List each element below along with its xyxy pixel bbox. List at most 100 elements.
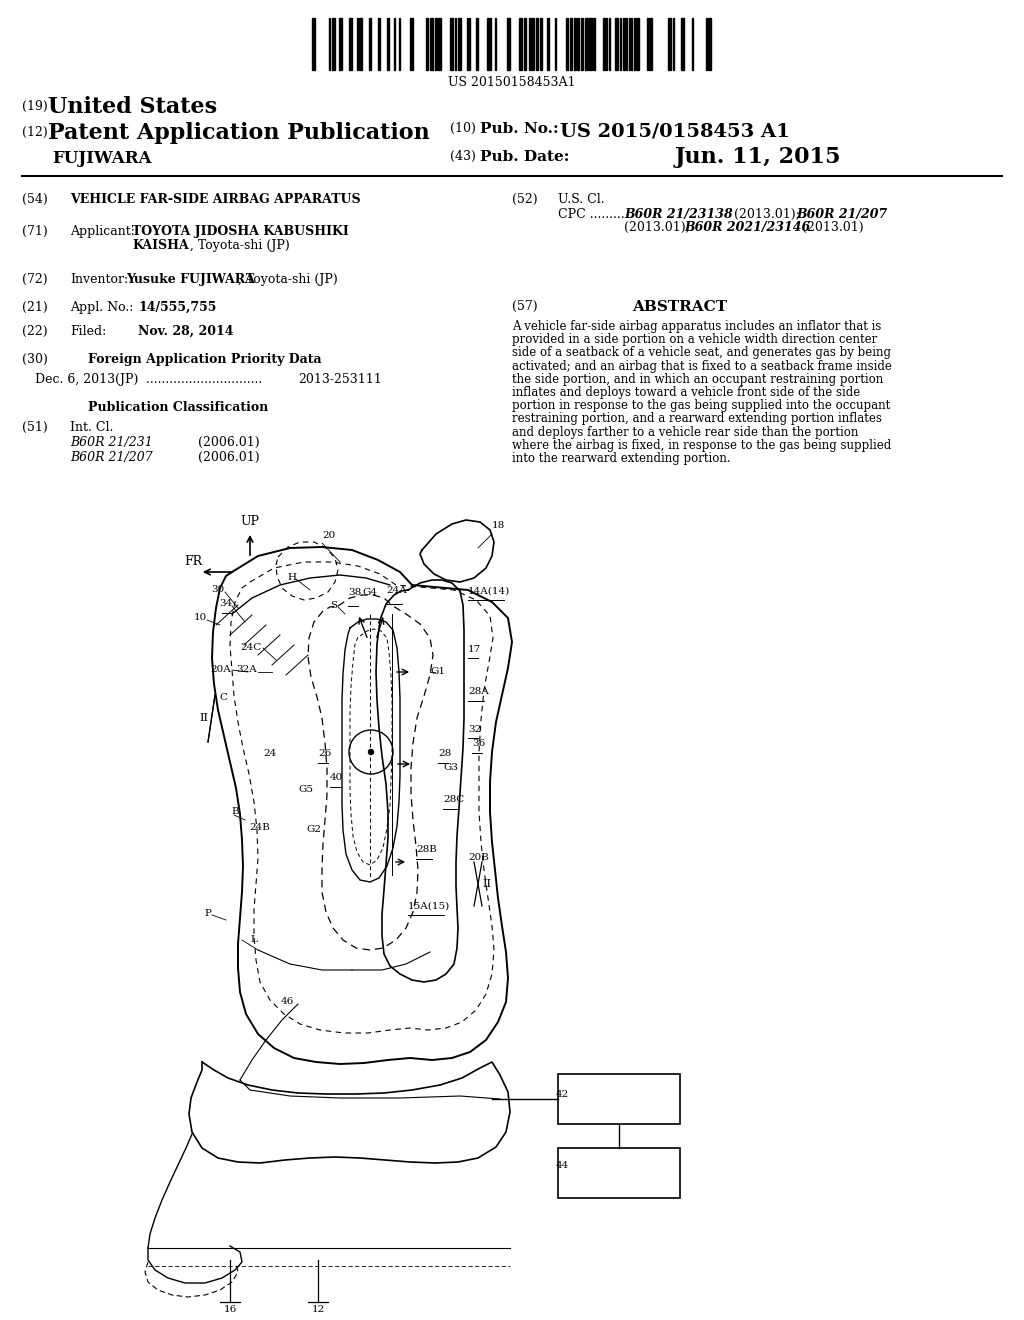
Bar [529,18,531,70]
Text: B60R 21/23138: B60R 21/23138 [624,209,733,220]
Text: 28: 28 [438,750,452,759]
Bar [458,18,461,70]
Text: Int. Cl.: Int. Cl. [70,421,114,434]
Text: 28A: 28A [468,688,488,697]
Text: (12): (12) [22,125,48,139]
Text: (JP): (JP) [115,374,138,385]
Bar [450,18,453,70]
Text: L: L [250,935,257,944]
Text: Appl. No.:: Appl. No.: [70,301,133,314]
Text: (19): (19) [22,100,48,114]
Text: 20: 20 [322,531,335,540]
Text: (2013.01);: (2013.01); [624,220,690,234]
Bar [574,18,575,70]
Text: B60R 21/207: B60R 21/207 [796,209,887,220]
Bar [339,18,342,70]
Text: 24A: 24A [386,586,407,595]
Text: TOYOTA JIDOSHA KABUSHIKI: TOYOTA JIDOSHA KABUSHIKI [132,224,349,238]
Text: FR: FR [184,554,202,568]
Text: Yusuke FUJIWARA: Yusuke FUJIWARA [126,273,255,286]
Bar [649,18,652,70]
Bar [359,18,362,70]
Bar [570,18,572,70]
Text: where the airbag is fixed, in response to the gas being supplied: where the airbag is fixed, in response t… [512,438,891,451]
Text: inflates and deploys toward a vehicle front side of the side: inflates and deploys toward a vehicle fr… [512,385,860,399]
Text: Jun. 11, 2015: Jun. 11, 2015 [675,147,842,168]
Text: portion in response to the gas being supplied into the occupant: portion in response to the gas being sup… [512,399,890,412]
Text: Pub. Date:: Pub. Date: [480,150,569,164]
Text: 18: 18 [492,521,505,531]
Text: ABSTRACT: ABSTRACT [632,300,727,314]
Text: (51): (51) [22,421,48,434]
Text: activated; and an airbag that is fixed to a seatback frame inside: activated; and an airbag that is fixed t… [512,359,892,372]
Text: 46: 46 [281,997,294,1006]
Bar [636,18,639,70]
Bar [519,18,522,70]
Text: H: H [287,573,296,582]
Bar [577,18,579,70]
Bar [581,18,583,70]
Bar [487,18,489,70]
Bar [623,18,625,70]
Bar [708,18,711,70]
Text: G4: G4 [362,587,377,597]
Text: KAISHA: KAISHA [132,239,188,252]
Text: restraining portion, and a rearward extending portion inflates: restraining portion, and a rearward exte… [512,412,882,425]
Bar [430,18,433,70]
Circle shape [369,750,374,755]
Text: (30): (30) [22,352,48,366]
Text: B60R 21/207: B60R 21/207 [70,451,153,465]
Bar [540,18,542,70]
Text: Pub. No.:: Pub. No.: [480,121,559,136]
Bar [438,18,441,70]
Text: G1: G1 [430,667,445,676]
Bar [378,18,380,70]
Text: VEHICLE FAR-SIDE AIRBAG APPARATUS: VEHICLE FAR-SIDE AIRBAG APPARATUS [70,193,360,206]
Text: 15A(15): 15A(15) [408,902,451,911]
Text: US 20150158453A1: US 20150158453A1 [449,77,575,88]
Text: II: II [199,713,208,723]
Text: 32: 32 [468,725,481,734]
Text: ..............................: .............................. [142,374,262,385]
Text: 12: 12 [311,1305,325,1313]
Text: UP: UP [241,515,259,528]
Text: (2013.01): (2013.01) [802,220,863,234]
Text: CPC .........: CPC ......... [558,209,625,220]
Text: (2006.01): (2006.01) [198,436,260,449]
Text: 20B: 20B [468,854,488,862]
Text: FUJIWARA: FUJIWARA [52,150,152,168]
Text: (57): (57) [512,300,538,313]
Text: (54): (54) [22,193,48,206]
Text: 32A: 32A [237,664,257,673]
Text: Foreign Application Priority Data: Foreign Application Priority Data [88,352,322,366]
Text: Filed:: Filed: [70,325,106,338]
Text: B: B [231,808,239,817]
Bar [681,18,684,70]
Text: A vehicle far-side airbag apparatus includes an inflator that is: A vehicle far-side airbag apparatus incl… [512,319,882,333]
Bar [558,1148,680,1199]
Text: G2: G2 [306,825,321,833]
Bar [558,1074,680,1125]
Text: (71): (71) [22,224,48,238]
Text: into the rearward extending portion.: into the rearward extending portion. [512,451,731,465]
Text: 42: 42 [556,1090,569,1100]
Text: G5: G5 [298,785,313,795]
Bar [603,18,605,70]
Text: 24C: 24C [241,643,262,652]
Bar [524,18,526,70]
Text: 38: 38 [348,587,361,597]
Text: G3: G3 [443,763,458,772]
Bar [426,18,428,70]
Text: Patent Application Publication: Patent Application Publication [48,121,430,144]
Text: 24: 24 [264,750,278,759]
Bar [593,18,595,70]
Bar [369,18,371,70]
Bar [507,18,510,70]
Text: II: II [482,879,490,888]
Text: Inventor:: Inventor: [70,273,128,286]
Text: 44: 44 [556,1162,569,1170]
Text: 14A(14): 14A(14) [468,586,510,595]
Text: (52): (52) [512,193,538,206]
Text: S: S [330,602,337,610]
Bar [332,18,335,70]
